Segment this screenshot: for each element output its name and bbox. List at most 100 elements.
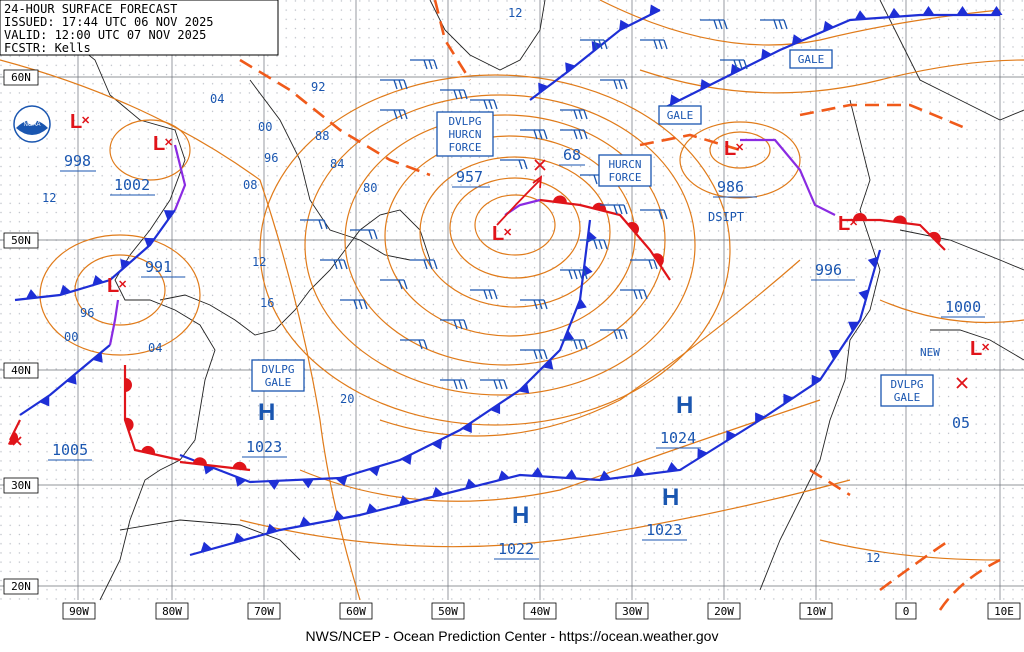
low-symbol: L xyxy=(107,275,119,297)
wind-barb xyxy=(640,209,668,220)
wind-barb xyxy=(400,339,428,350)
wind-barb xyxy=(700,19,728,30)
cold-front-triangle xyxy=(599,470,612,481)
cold-front-triangle xyxy=(755,412,766,424)
svg-text:08: 08 xyxy=(243,178,257,192)
cold-front-triangles xyxy=(25,4,1003,553)
pressure-value: 1000 xyxy=(945,298,981,316)
svg-text:GALE: GALE xyxy=(798,53,825,66)
lon-label: 90W xyxy=(69,605,89,618)
cold-front-triangle xyxy=(431,438,443,450)
cold-front-triangle xyxy=(144,237,155,248)
wind-barb xyxy=(410,59,438,70)
wind-barb xyxy=(440,319,468,330)
wind-barb xyxy=(410,259,438,270)
svg-text:00: 00 xyxy=(258,120,272,134)
cold-front-triangle xyxy=(858,289,869,301)
cold-front-triangle xyxy=(401,454,412,465)
storm-track xyxy=(12,159,968,446)
svg-text:96: 96 xyxy=(264,151,278,165)
graticule xyxy=(0,0,1024,600)
warm-front-semicircle xyxy=(652,253,664,267)
cold-front-triangle xyxy=(888,7,901,18)
cold-front-triangle xyxy=(565,62,576,74)
low-symbol: L xyxy=(724,138,736,160)
warm-front-semicircle xyxy=(125,378,132,392)
cold-front-triangle xyxy=(299,516,312,527)
pressure-value: 1024 xyxy=(660,429,696,447)
lon-label: 0 xyxy=(903,605,910,618)
cold-front-triangle xyxy=(200,541,213,553)
low-symbol: L xyxy=(153,133,165,155)
svg-text:✕: ✕ xyxy=(164,137,173,149)
svg-text:12: 12 xyxy=(508,6,522,20)
wind-barb xyxy=(300,219,328,230)
svg-text:FORCE: FORCE xyxy=(608,171,641,184)
cold-front-triangle xyxy=(726,430,737,442)
lat-label: 40N xyxy=(11,364,31,377)
low-symbol: L xyxy=(838,213,850,235)
svg-text:88: 88 xyxy=(315,129,329,143)
forecaster: FCSTR: Kells xyxy=(4,41,91,55)
cold-front-triangle xyxy=(233,532,245,543)
dissipating-label: DSIPT xyxy=(708,210,744,224)
wind-barb xyxy=(500,159,528,170)
pressure-value: 1022 xyxy=(498,540,534,558)
wind-barb xyxy=(380,109,408,120)
wind-barb xyxy=(520,129,548,140)
cold-front-triangle xyxy=(266,523,278,534)
low-symbol: L xyxy=(70,111,82,133)
cold-front-triangle xyxy=(848,321,859,332)
high-symbol: H xyxy=(676,392,693,419)
svg-text:12: 12 xyxy=(252,255,266,269)
cold-front-triangle xyxy=(39,395,50,407)
cold-front-triangle xyxy=(632,466,645,476)
lon-label: 60W xyxy=(346,605,366,618)
hurricane-force-box: DVLPG HURCN FORCE xyxy=(436,111,494,157)
svg-text:GALE: GALE xyxy=(265,376,292,389)
svg-text:GALE: GALE xyxy=(667,109,694,122)
cold-front-triangle xyxy=(669,94,681,106)
svg-text:12: 12 xyxy=(866,551,880,565)
low-symbol: L xyxy=(492,223,504,245)
wind-barb xyxy=(350,229,378,240)
lat-label: 30N xyxy=(11,479,31,492)
wind-barb xyxy=(630,259,658,270)
cold-front-triangle xyxy=(431,486,444,498)
cold-front-triangle xyxy=(761,48,772,60)
wind-barb xyxy=(440,379,468,390)
svg-text:80: 80 xyxy=(363,181,377,195)
pressure-value: 996 xyxy=(815,261,842,279)
cold-front-triangle xyxy=(92,274,104,286)
lon-label: 10E xyxy=(994,605,1014,618)
wind-barb xyxy=(560,129,588,140)
lon-label: 20W xyxy=(714,605,734,618)
cold-front-triangle xyxy=(92,352,103,363)
cold-front-triangle xyxy=(576,298,587,310)
svg-text:12: 12 xyxy=(42,191,56,205)
wind-barb xyxy=(640,39,668,50)
svg-text:✕: ✕ xyxy=(981,342,990,354)
pressure-value: 991 xyxy=(145,258,172,276)
cold-front-triangle xyxy=(366,503,378,514)
wind-barb xyxy=(320,259,348,270)
developing-gale-box: DVLPG GALE xyxy=(880,374,934,407)
cold-front-triangle xyxy=(538,82,549,94)
developing-gale-box: DVLPG GALE xyxy=(251,359,305,392)
wind-barb xyxy=(520,299,548,310)
troughs xyxy=(239,0,1001,611)
pressure-value: 1005 xyxy=(52,441,88,459)
lon-label: 10W xyxy=(806,605,826,618)
lat-label: 60N xyxy=(11,71,31,84)
high-symbol: H xyxy=(662,484,679,511)
warm-front-semicircle xyxy=(892,215,907,224)
cold-front-triangle xyxy=(563,330,575,342)
cold-front-triangle xyxy=(542,358,554,370)
svg-text:NOAA: NOAA xyxy=(23,122,40,128)
cold-front-triangle xyxy=(990,6,1003,15)
cold-front-triangle xyxy=(332,510,345,521)
longitude-labels: 90W 80W 70W 60W 50W 40W 30W 20W 10W 0 10… xyxy=(62,602,1021,620)
chart-title: 24-HOUR SURFACE FORECAST xyxy=(4,2,177,16)
low-forecast-value: 68 xyxy=(563,146,581,164)
cold-front-triangle xyxy=(666,462,679,472)
